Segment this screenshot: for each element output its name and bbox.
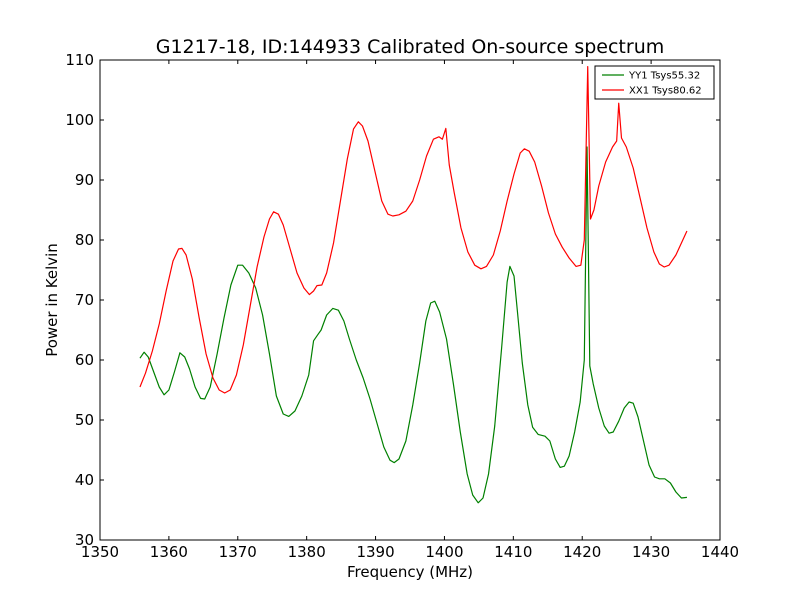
x-tick-label: 1380: [288, 543, 326, 561]
x-tick-label: 1410: [494, 543, 532, 561]
series-line-xx1: [139, 66, 688, 394]
y-tick-label: 60: [75, 351, 94, 369]
axis-ticks: 1350 1360 1370 1380 1390 1400 1410 1420 1430 1440…: [65, 51, 739, 561]
y-tick-label: 110: [65, 51, 94, 69]
y-tick-label: 70: [75, 291, 94, 309]
x-axis-label: Frequency (MHz): [347, 563, 473, 581]
y-tick-label: 90: [75, 171, 94, 189]
plot-area: [99, 59, 721, 541]
x-tick-label: 1360: [150, 543, 188, 561]
legend-label-yy1: YY1 Tsys55.32: [628, 71, 700, 82]
legend-label-xx1: XX1 Tsys80.62: [629, 86, 702, 97]
x-tick-label: 1440: [701, 543, 739, 561]
y-tick-label: 100: [65, 111, 94, 129]
x-tick-label: 1430: [632, 543, 670, 561]
legend-box: [594, 65, 715, 100]
series-line-yy1: [139, 146, 687, 504]
x-tick-label: 1370: [219, 543, 257, 561]
chart-title: G1217-18, ID:144933 Calibrated On-source…: [156, 36, 665, 58]
x-tick-label: 1420: [563, 543, 601, 561]
series-layer: [139, 66, 688, 504]
y-tick-label: 40: [75, 471, 94, 489]
legend: YY1 Tsys55.32 XX1 Tsys80.62: [594, 65, 715, 100]
y-tick-label: 50: [75, 411, 94, 429]
x-tick-label: 1350: [81, 543, 119, 561]
x-tick-label: 1390: [356, 543, 394, 561]
y-tick-label: 30: [75, 531, 94, 549]
x-tick-label: 1400: [425, 543, 463, 561]
y-tick-label: 80: [75, 231, 94, 249]
y-axis-label: Power in Kelvin: [43, 243, 61, 357]
